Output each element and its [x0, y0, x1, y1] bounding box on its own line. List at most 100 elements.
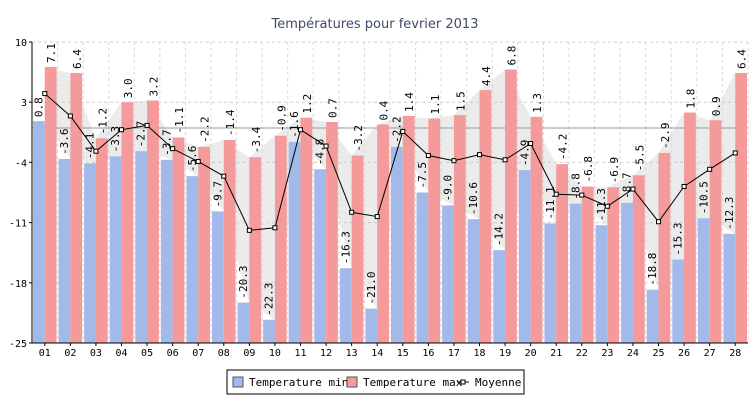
average-point [707, 166, 713, 172]
x-tick-label: 23 [601, 348, 613, 359]
x-tick-label: 26 [678, 348, 690, 359]
bar-max [453, 115, 466, 343]
y-tick-label: -11 [9, 219, 27, 230]
average-point [579, 192, 585, 198]
data-label: 6.4 [71, 49, 84, 69]
x-tick-label: 08 [218, 348, 230, 359]
average-point [195, 159, 201, 165]
x-tick-label: 12 [320, 348, 332, 359]
data-label: -5.6 [186, 146, 199, 173]
bar-max [402, 115, 415, 344]
data-label: -2.7 [135, 121, 148, 148]
data-label: -22.3 [263, 283, 276, 316]
average-point [298, 127, 303, 133]
data-label: -6.9 [608, 157, 621, 184]
data-label: -11.1 [544, 186, 557, 219]
legend: Temperature min Temperature max Moyenne [226, 369, 525, 395]
average-point [67, 113, 73, 119]
data-label: -20.3 [237, 265, 250, 298]
bar-max [300, 117, 313, 344]
bar-min [263, 319, 275, 343]
average-point [323, 143, 329, 149]
data-label: -9.7 [211, 181, 224, 208]
data-label: -10.5 [697, 181, 710, 214]
data-label: 4.4 [480, 66, 493, 86]
average-point [272, 225, 278, 231]
data-label: -18.8 [646, 253, 659, 286]
bar-max [428, 118, 441, 343]
bar-min [442, 205, 454, 343]
data-label: -3.4 [250, 126, 263, 153]
data-label: -15.3 [672, 222, 685, 255]
bar-max [95, 138, 108, 343]
data-label: -2.2 [199, 116, 212, 143]
x-tick-label: 09 [243, 348, 255, 359]
data-label: -1.4 [224, 109, 237, 136]
x-tick-label: 15 [397, 348, 409, 359]
bar-min [621, 202, 633, 343]
average-point [630, 186, 636, 192]
data-label: 1.4 [403, 92, 416, 112]
bar-min [467, 219, 480, 343]
x-tick-label: 03 [90, 348, 102, 359]
data-label: 0.9 [710, 96, 723, 116]
data-label: -3.6 [58, 128, 71, 155]
bar-max [172, 137, 185, 343]
bar-max [70, 72, 83, 344]
x-tick-label: 27 [704, 348, 716, 359]
average-point [144, 122, 150, 128]
bar-max [607, 187, 620, 343]
bar-max [581, 186, 594, 343]
x-tick-label: 04 [115, 348, 127, 359]
bar-min [493, 250, 506, 343]
average-point [451, 158, 457, 164]
x-tick-label: 25 [652, 348, 664, 359]
y-tick-label: -25 [9, 339, 27, 350]
data-label: -21.0 [365, 271, 378, 304]
data-label: 0.4 [378, 100, 391, 120]
average-point [221, 173, 227, 179]
x-tick-label: 18 [473, 348, 485, 359]
bar-max [479, 90, 492, 343]
bar-max [147, 100, 159, 343]
data-label: -14.2 [493, 213, 506, 246]
data-label: 3.0 [122, 78, 135, 98]
x-tick-label: 14 [371, 348, 383, 359]
bar-min [160, 159, 173, 343]
data-label: 1.8 [684, 89, 697, 109]
data-label: -3.3 [109, 126, 122, 153]
bar-min [518, 170, 531, 343]
bar-min [288, 141, 301, 343]
data-label: 0.7 [326, 98, 339, 118]
data-label: 7.1 [45, 43, 58, 63]
legend-marker-avg [460, 379, 466, 385]
bar-max [377, 124, 389, 343]
bar-max [44, 66, 57, 343]
average-point [604, 203, 610, 209]
bar-max [632, 175, 645, 343]
bar-min [135, 151, 148, 343]
legend-box [226, 369, 525, 395]
average-point [42, 91, 48, 97]
data-label: -3.7 [160, 129, 173, 156]
data-label: 1.2 [301, 94, 314, 114]
bar-max [735, 72, 747, 344]
y-tick-label: -18 [9, 279, 27, 290]
bar-max [351, 155, 364, 343]
bar-min [58, 158, 71, 343]
average-point [349, 209, 355, 215]
average-point [119, 127, 124, 133]
data-label: -1.1 [173, 107, 186, 134]
bar-max [556, 164, 568, 343]
bar-max [326, 121, 338, 343]
average-line [44, 93, 736, 231]
data-label: -16.3 [339, 231, 352, 264]
bar-max [505, 69, 517, 344]
data-label: -4.8 [314, 139, 327, 166]
legend-swatch-max [346, 376, 358, 388]
data-label: 1.1 [429, 95, 442, 115]
data-label: -0.9 [275, 105, 288, 132]
x-tick-label: 24 [627, 348, 639, 359]
legend-label-max: Temperature max [363, 376, 463, 389]
